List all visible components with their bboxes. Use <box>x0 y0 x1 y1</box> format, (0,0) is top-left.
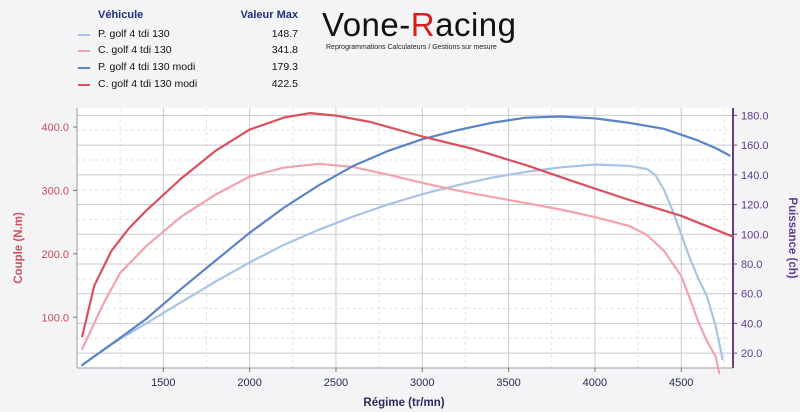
x-tick-label: 4500 <box>669 377 693 389</box>
series-line <box>81 162 721 375</box>
legend-entry-max: 179.3 <box>271 61 298 73</box>
y-right-axis-title: Puissance (ch) <box>786 197 798 278</box>
legend-entry-max: 148.7 <box>271 28 298 40</box>
legend-entry-max: 422.5 <box>271 78 298 90</box>
legend-entry: C. golf 4 tdi 130 341.8 <box>78 44 298 58</box>
x-tick-label: 4000 <box>583 377 607 389</box>
x-tick-label: 2000 <box>237 377 261 389</box>
legend-entry: P. golf 4 tdi 130 modi 179.3 <box>78 61 298 75</box>
legend-entry-name: C. golf 4 tdi 130 <box>98 44 172 56</box>
logo-word-start: Vone- <box>322 6 411 43</box>
plot-frame <box>76 108 734 369</box>
y-right-tick-label: 20.0 <box>741 348 762 360</box>
y-left-tick-label: 400.0 <box>41 122 69 134</box>
legend-header-vehicle: Véhicule <box>98 9 144 21</box>
logo-wordmark: Vone-Racing <box>322 6 516 44</box>
y-right-tick-label: 180.0 <box>741 110 769 122</box>
y-left-tick-label: 200.0 <box>41 249 69 261</box>
plot-background <box>77 108 733 368</box>
y-left-tick-label: 100.0 <box>41 312 69 324</box>
y-right-tick-label: 100.0 <box>741 229 769 241</box>
series-line <box>81 111 735 338</box>
y-right-tick-label: 80.0 <box>741 259 762 271</box>
series-line <box>81 163 724 367</box>
legend-header-max: Valeur Max <box>240 9 298 21</box>
y-left-tick-label: 300.0 <box>41 185 69 197</box>
y-left-axis-title: Couple (N.m) <box>13 212 25 284</box>
series-line <box>81 115 731 367</box>
legend-swatch <box>78 67 90 69</box>
legend-swatch <box>78 84 90 86</box>
legend-entry-name: P. golf 4 tdi 130 <box>98 28 170 40</box>
y-right-tick-label: 60.0 <box>741 289 762 301</box>
legend-entry: C. golf 4 tdi 130 modi 422.5 <box>78 78 298 92</box>
y-right-tick-label: 40.0 <box>741 318 762 330</box>
logo-word-r: R <box>410 6 436 43</box>
legend-entry: P. golf 4 tdi 130 148.7 <box>78 28 298 42</box>
y-right-tick-label: 120.0 <box>741 200 769 212</box>
x-tick-label: 3500 <box>496 377 520 389</box>
vone-racing-logo: Vone-Racing Reprogrammations Calculateur… <box>322 6 562 58</box>
logo-word-end: acing <box>435 6 517 43</box>
legend-entry-name: P. golf 4 tdi 130 modi <box>98 61 196 73</box>
legend-swatch <box>78 34 90 36</box>
y-right-tick-label: 140.0 <box>741 170 769 182</box>
chart-grid <box>77 108 733 368</box>
y-right-tick-label: 160.0 <box>741 140 769 152</box>
legend-entry-name: C. golf 4 tdi 130 modi <box>98 78 198 90</box>
y-right-tick-labels: 20.0 40.0 60.0 80.0 100.0 120.0 140.0 160.0 180.… <box>733 110 769 360</box>
x-axis-title: Régime (tr/mn) <box>363 397 444 409</box>
legend-entry-max: 341.8 <box>271 44 298 56</box>
x-tick-labels: 1500 2000 2500 3000 3500 4000 4500 <box>151 368 693 389</box>
chart-curves <box>81 111 735 375</box>
logo-tagline: Reprogrammations Calculateurs / Gestions… <box>326 44 497 51</box>
x-tick-label: 3000 <box>410 377 434 389</box>
y-left-tick-labels: 100.0 200.0 300.0 400.0 <box>41 122 77 324</box>
x-tick-label: 1500 <box>151 377 175 389</box>
legend-swatch <box>78 50 90 52</box>
x-tick-label: 2500 <box>324 377 348 389</box>
